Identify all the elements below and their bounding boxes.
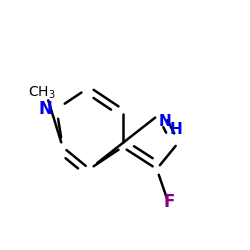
Text: CH$_3$: CH$_3$ xyxy=(28,85,56,102)
Text: F: F xyxy=(163,193,175,211)
Text: N: N xyxy=(38,100,52,118)
Text: H: H xyxy=(170,122,183,138)
Text: N: N xyxy=(159,114,172,129)
